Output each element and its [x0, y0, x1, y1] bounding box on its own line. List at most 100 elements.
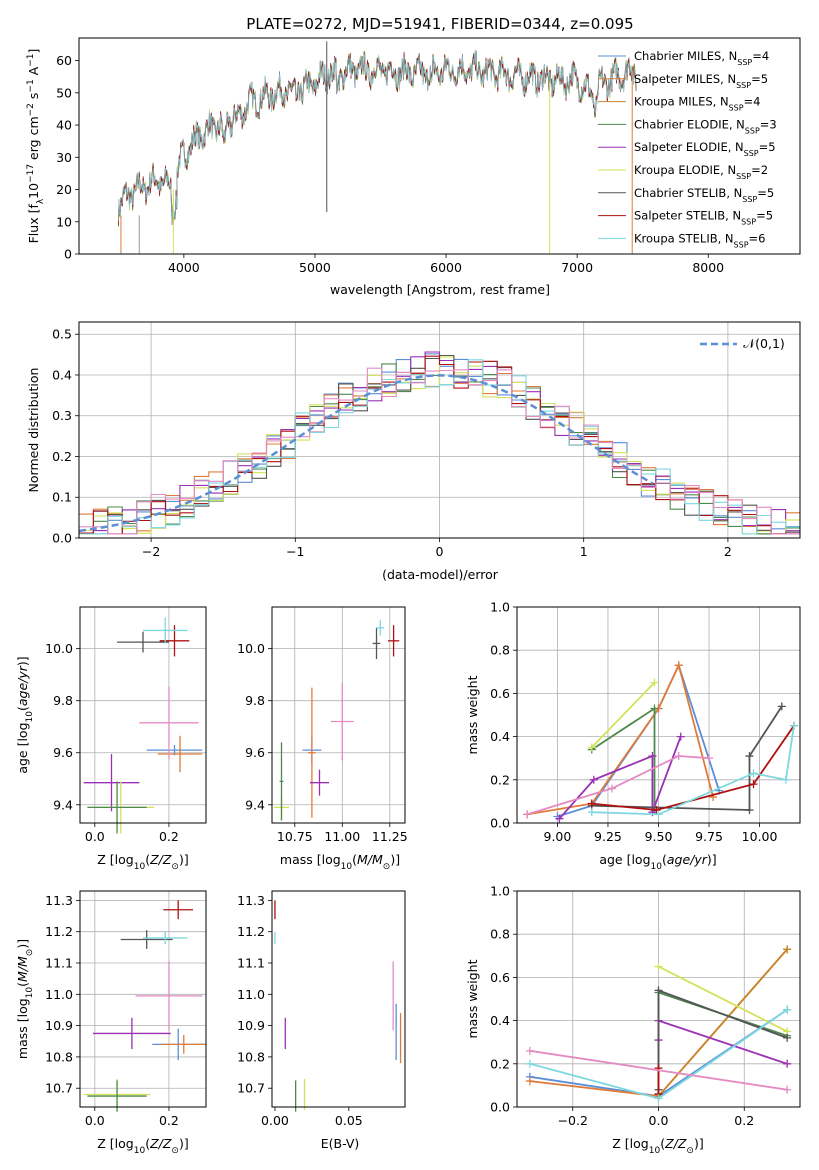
- marker: [525, 1046, 534, 1055]
- errorbar-point: [279, 742, 284, 821]
- axes-frame: [271, 606, 406, 824]
- label-part: (: [662, 852, 667, 867]
- marker: [674, 752, 683, 761]
- legend-label-count: =2: [751, 163, 768, 177]
- label-part: Z/Z: [664, 1136, 687, 1151]
- y-tick-label: 10.7: [237, 1081, 265, 1096]
- y-tick-label: 0.2: [490, 772, 510, 787]
- y-tick-label: 0.4: [490, 729, 510, 744]
- axes-age-vs-mass: 10.75 11.00 11.25 9.4 9.6 9.8 10.0 mass [log10(…: [237, 606, 408, 872]
- y-tick-label: 30: [56, 150, 72, 165]
- legend-label: Salpeter MILES, NSSP=5: [634, 72, 768, 90]
- spectrum-series-line: [117, 51, 637, 224]
- y-tick-label: 10.8: [237, 1049, 265, 1064]
- marker: [781, 775, 790, 784]
- legend-label: Chabrier STELIB, NSSP=5: [634, 186, 774, 204]
- marker: [705, 754, 714, 763]
- mass-weight-series: [591, 725, 795, 811]
- y-tick-label: 10.8: [45, 1049, 73, 1064]
- label-part: ⊙: [171, 1146, 179, 1156]
- y-tick-label: 10.7: [45, 1081, 73, 1096]
- label-part: Z/Z: [149, 1136, 172, 1151]
- label-part: 10: [25, 987, 35, 999]
- marker: [676, 732, 685, 741]
- marker: [587, 799, 596, 808]
- y-tick-label: 1.0: [490, 600, 510, 615]
- y-tick-label: 10.9: [237, 1018, 265, 1033]
- legend-label: Kroupa STELIB, NSSP=6: [634, 231, 765, 249]
- errorbar-point: [135, 961, 203, 1031]
- y-tick-label: 0.0: [490, 816, 510, 831]
- y-tick-label: 0.6: [490, 686, 510, 701]
- legend-label-sub: SSP: [737, 58, 752, 67]
- axes-mass-weight-vs-age: 9.00 9.25 9.50 9.75 10.00 0.0 0.2 0.4 0.6 0.8 1.0 a…: [465, 600, 801, 872]
- label-part: Z [log: [97, 1136, 133, 1151]
- errorbar-point: [330, 682, 354, 761]
- y-tick-label: 50: [56, 85, 72, 100]
- marker: [587, 808, 596, 817]
- legend-label-name: Salpeter ELODIE, N: [634, 140, 744, 154]
- y-axis-label: mass [log10(M/M⊙)]: [15, 939, 35, 1059]
- errorbar-point: [387, 625, 400, 657]
- errorbar-point: [372, 627, 381, 660]
- mass-weight-series: [658, 965, 788, 1033]
- label-part: age/yr: [667, 852, 708, 867]
- marker: [783, 1033, 792, 1042]
- x-tick-label: 2: [724, 544, 732, 559]
- legend-label-count: =4: [744, 95, 761, 109]
- x-axis-label: Z [log10(Z/Z⊙)]: [612, 1136, 703, 1156]
- legend-label-count: =3: [760, 117, 777, 131]
- x-tick-label: 10.75: [277, 829, 313, 844]
- label-part: age/yr: [15, 665, 30, 706]
- y-tick-label: 40: [56, 118, 72, 133]
- x-tick-label: 11.25: [372, 829, 408, 844]
- mass-weight-series: [657, 991, 788, 1094]
- legend-label-sub: SSP: [736, 80, 751, 89]
- axes-mass-weight-vs-Z: −0.2 0.0 0.2 0.0 0.2 0.4 0.6 0.8 1.0 Z [log10(Z/Z…: [465, 884, 801, 1156]
- axes-mass-vs-Z: 0.0 0.2 10.7 10.8 10.9 11.0 11.1 11.2 11.3 Z [log…: [15, 890, 207, 1156]
- y-tick-label: 11.2: [45, 924, 73, 939]
- marker: [749, 769, 758, 778]
- label-part: Z/Z: [149, 852, 172, 867]
- mass-weight-series: [526, 755, 710, 816]
- label-part: 10: [26, 183, 41, 199]
- marker: [654, 962, 663, 971]
- marker: [587, 743, 596, 752]
- axes-frame: [271, 890, 406, 1108]
- x-axis-label: E(B-V): [321, 1136, 360, 1151]
- marker: [525, 1059, 534, 1068]
- y-tick-label: 0.5: [52, 327, 72, 342]
- y-tick-label: 0.8: [490, 643, 510, 658]
- y-tick-label: 9.8: [53, 693, 73, 708]
- marker: [783, 1059, 792, 1068]
- x-tick-label: −2: [142, 544, 160, 559]
- x-axis-label: age [log10(age/yr)]: [599, 852, 716, 872]
- legend-label: Salpeter ELODIE, NSSP=5: [634, 140, 776, 158]
- label-part: ]: [26, 49, 41, 54]
- x-axis-label: mass [log10(M/M⊙)]: [280, 852, 400, 872]
- label-part: (: [145, 852, 150, 867]
- axes-age-vs-Z: 0.0 0.29.49.69.810.0Z [log10(Z/Z⊙)]age [l…: [15, 606, 207, 872]
- label-part: 10: [651, 862, 663, 872]
- histogram-series: [79, 367, 800, 535]
- mass-weight-series: [591, 705, 783, 811]
- mass-weight-series: [529, 1049, 788, 1091]
- y-tick-label: 9.8: [245, 693, 265, 708]
- y-tick-label: 0: [64, 247, 72, 262]
- y-tick-label: 0.2: [490, 1056, 510, 1071]
- x-tick-label: 4000: [168, 260, 200, 275]
- legend-label-count: =5: [751, 72, 768, 86]
- label-part: s: [26, 93, 41, 104]
- label-part: ⊙: [171, 862, 179, 872]
- marker: [648, 752, 657, 761]
- errorbar-point: [161, 1035, 206, 1054]
- errorbar-point: [117, 631, 169, 653]
- y-axis-label: Flux [fλ10−17 erg cm−2 s−1 A−1]: [26, 49, 46, 244]
- label-part: −17: [26, 164, 36, 183]
- x-tick-label: 9.50: [645, 829, 673, 844]
- y-tick-label: 9.6: [53, 745, 73, 760]
- label-part: −1: [26, 54, 36, 67]
- label-part: age [log: [599, 852, 650, 867]
- errorbar-point: [308, 687, 316, 818]
- legend-label-sub: SSP: [736, 172, 751, 181]
